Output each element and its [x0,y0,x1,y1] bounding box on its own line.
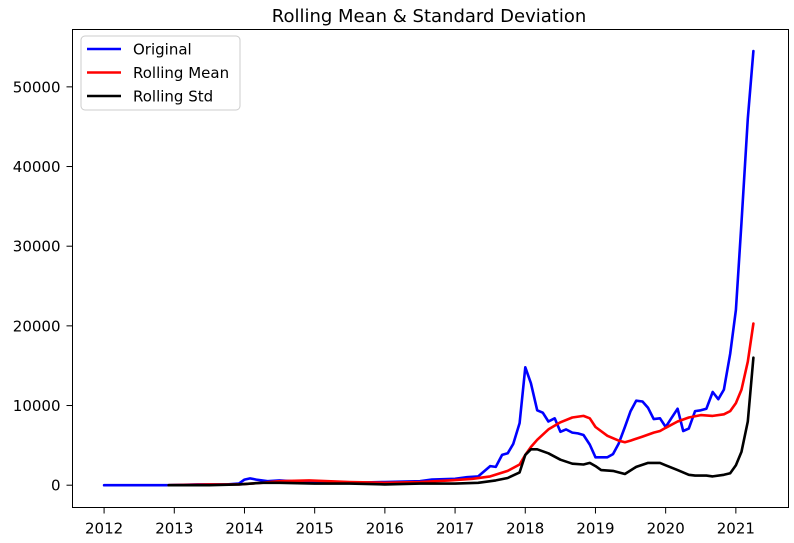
x-tick-label: 2021 [717,520,755,538]
x-tick-label: 2015 [296,520,334,538]
x-tick-label: 2013 [155,520,193,538]
y-tick-label: 0 [51,477,61,495]
y-tick-label: 40000 [13,158,61,176]
x-tick-label: 2016 [366,520,404,538]
x-tick-label: 2012 [85,520,123,538]
series-line-rolling-std [167,356,755,487]
x-tick-label: 2017 [436,520,474,538]
legend: Original Rolling Mean Rolling Std [80,35,241,111]
legend-label: Original [133,41,192,59]
x-tick-label: 2018 [506,520,544,538]
plot-frame [72,29,789,508]
legend-label: Rolling Std [133,88,213,106]
legend-label: Rolling Mean [133,64,229,82]
y-axis: 0 10000 20000 30000 40000 50000 [13,78,73,495]
chart-title: Rolling Mean & Standard Deviation [272,6,587,27]
y-tick-label: 20000 [13,317,61,335]
legend-box [80,35,241,111]
plot-area [102,49,755,487]
y-tick-label: 50000 [13,78,61,96]
x-axis: 2012 2013 2014 2015 2016 2017 2018 2019 2020 2021 [85,507,755,538]
y-tick-label: 10000 [13,397,61,415]
y-tick-label: 30000 [13,238,61,256]
x-tick-label: 2019 [576,520,614,538]
series-line-rolling-mean [167,322,755,487]
x-tick-label: 2014 [225,520,263,538]
x-tick-label: 2020 [647,520,685,538]
